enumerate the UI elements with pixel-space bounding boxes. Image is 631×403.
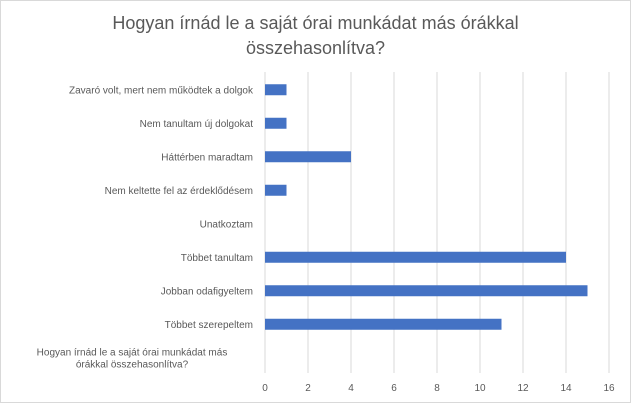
category-label-8: Hogyan írnád le a saját órai munkádat má… xyxy=(37,347,228,370)
x-tick-label-6: 12 xyxy=(517,383,529,394)
x-tick-label-4: 8 xyxy=(434,383,440,394)
category-label-4: Unatkoztam xyxy=(200,219,253,230)
bar-6 xyxy=(265,285,588,297)
category-label-2: Háttérben maradtam xyxy=(161,152,253,163)
bar-2 xyxy=(265,151,351,163)
x-tick-label-0: 0 xyxy=(262,383,268,394)
bar-3 xyxy=(265,184,287,196)
category-label-5: Többet tanultam xyxy=(181,253,253,264)
x-tick-label-5: 10 xyxy=(474,383,486,394)
bar-1 xyxy=(265,117,287,129)
category-label-7: Többet szerepeltem xyxy=(165,320,253,331)
x-tick-label-2: 4 xyxy=(348,383,354,394)
x-tick-label-1: 2 xyxy=(305,383,311,394)
bar-0 xyxy=(265,84,287,96)
chart-title: Hogyan írnád le a saját órai munkádat má… xyxy=(112,13,519,58)
category-label-0: Zavaró volt, mert nem működtek a dolgok xyxy=(69,85,254,96)
bar-7 xyxy=(265,318,502,330)
x-tick-label-3: 6 xyxy=(391,383,397,394)
x-tick-label-8: 16 xyxy=(603,383,615,394)
category-label-1: Nem tanultam új dolgokat xyxy=(140,119,254,130)
category-label-6: Jobban odafigyeltem xyxy=(161,286,253,297)
category-label-3: Nem keltette fel az érdeklődésem xyxy=(105,186,253,197)
x-tick-label-7: 14 xyxy=(560,383,572,394)
bar-5 xyxy=(265,251,566,263)
